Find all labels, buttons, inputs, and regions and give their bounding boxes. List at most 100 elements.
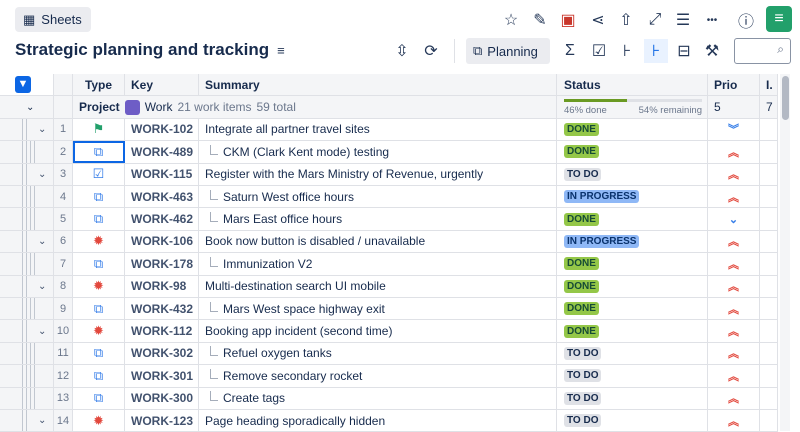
issue-summary[interactable]: Create tags [223, 391, 286, 406]
app-logo-icon[interactable]: ≡ [766, 6, 792, 32]
status-badge[interactable]: IN PROGRESS [564, 234, 640, 248]
settings-sliders-icon[interactable]: ☰ [675, 12, 691, 29]
status-badge[interactable]: DONE [564, 212, 599, 226]
expand-chevron-icon[interactable]: ⌄ [38, 325, 47, 337]
table-row[interactable]: ⌄ 1 ⚑ WORK-102 Integrate all partner tra… [0, 118, 778, 142]
status-badge[interactable]: TO DO [564, 167, 602, 181]
status-badge[interactable]: TO DO [564, 346, 602, 360]
priority-highest-icon[interactable]: ︽ [728, 169, 739, 182]
more-icon[interactable]: ••• [706, 14, 718, 26]
filter-icon[interactable]: ▼ [15, 76, 31, 93]
table-row[interactable]: ⌄ 10 ✹ WORK-112 Booking app incident (se… [0, 320, 778, 343]
title-menu-icon[interactable]: ≡ [277, 42, 285, 58]
status-badge[interactable]: IN PROGRESS [564, 190, 640, 204]
column-header-status[interactable]: Status [557, 74, 708, 96]
status-badge[interactable]: TO DO [564, 369, 602, 383]
issue-summary[interactable]: CKM (Clark Kent mode) testing [223, 144, 390, 159]
issue-key[interactable]: WORK-98 [125, 275, 199, 297]
help-icon[interactable]: ⓘ [737, 14, 754, 31]
status-badge[interactable]: DONE [564, 279, 599, 293]
planning-button[interactable]: ⧉ Planning [466, 38, 550, 64]
table-row[interactable]: ⌄ 8 ✹ WORK-98 Multi-destination search U… [0, 275, 778, 298]
table-row[interactable]: 13 ⧉ WORK-300 Create tags TO DO ︽ [0, 387, 778, 410]
table-row[interactable]: 2 ⧉ WORK-489 CKM (Clark Kent mode) testi… [0, 141, 778, 164]
issue-key[interactable]: WORK-102 [125, 118, 199, 141]
issue-key[interactable]: WORK-463 [125, 186, 199, 208]
expand-chevron-icon[interactable]: ⌄ [38, 168, 47, 180]
priority-lowest-icon[interactable]: ︾ [728, 124, 739, 137]
collapse-chevron-icon[interactable]: ⌄ [26, 101, 35, 113]
column-header-summary[interactable]: Summary [199, 74, 557, 96]
column-header-key[interactable]: Key [125, 74, 199, 96]
status-badge[interactable]: TO DO [564, 414, 602, 428]
table-row[interactable]: ⌄ 14 ✹ WORK-123 Page heading sporadicall… [0, 410, 778, 432]
checklist-icon[interactable]: ☑ [591, 43, 607, 60]
expand-chevron-icon[interactable]: ⌄ [38, 280, 47, 292]
priority-highest-icon[interactable]: ︽ [728, 370, 739, 383]
expand-chevron-icon[interactable]: ⌄ [38, 415, 47, 427]
priority-highest-icon[interactable]: ︽ [728, 258, 739, 271]
column-header-i[interactable]: I. [760, 74, 778, 96]
table-row[interactable]: 9 ⧉ WORK-432 Mars West space highway exi… [0, 298, 778, 321]
column-header-type[interactable]: Type [73, 74, 125, 96]
hierarchy-icon[interactable]: ⊦ [622, 43, 632, 60]
issue-summary[interactable]: Multi-destination search UI mobile [205, 279, 386, 294]
pencil-icon[interactable]: ✎ [533, 12, 547, 29]
priority-low-icon[interactable]: ⌄ [728, 213, 739, 226]
status-badge[interactable]: DONE [564, 324, 599, 338]
priority-highest-icon[interactable]: ︽ [728, 191, 739, 204]
status-badge[interactable]: DONE [564, 122, 599, 136]
table-row[interactable]: 12 ⧉ WORK-301 Remove secondary rocket TO… [0, 365, 778, 388]
table-row[interactable]: 11 ⧉ WORK-302 Refuel oxygen tanks TO DO … [0, 342, 778, 366]
table-row[interactable]: 7 ⧉ WORK-178 Immunization V2 DONE ︽ [0, 253, 778, 276]
issue-key[interactable]: WORK-489 [125, 141, 199, 163]
vertical-scrollbar[interactable] [780, 74, 790, 431]
issue-summary[interactable]: Register with the Mars Ministry of Reven… [205, 167, 484, 182]
priority-highest-icon[interactable]: ︽ [728, 326, 739, 339]
star-icon[interactable]: ☆ [503, 12, 519, 29]
priority-highest-icon[interactable]: ︽ [728, 415, 739, 428]
issue-key[interactable]: WORK-462 [125, 208, 199, 230]
refresh-icon[interactable]: ⟳ [424, 43, 438, 60]
sheets-button[interactable]: ▦ Sheets [15, 7, 91, 32]
issue-summary[interactable]: Immunization V2 [223, 256, 313, 271]
issue-key[interactable]: WORK-432 [125, 298, 199, 320]
issue-summary[interactable]: Integrate all partner travel sites [205, 122, 370, 137]
status-badge[interactable]: DONE [564, 145, 599, 159]
fullscreen-icon[interactable]: ⤢ [648, 11, 662, 28]
status-badge[interactable]: TO DO [564, 391, 602, 405]
lock-icon[interactable]: ▣ [560, 12, 576, 29]
issue-key[interactable]: WORK-302 [125, 342, 199, 365]
issue-key[interactable]: WORK-178 [125, 253, 199, 275]
issue-summary[interactable]: Refuel oxygen tanks [223, 346, 332, 361]
priority-highest-icon[interactable]: ︽ [728, 348, 739, 361]
expand-collapse-icon[interactable]: ⇳ [395, 43, 409, 60]
share-icon[interactable]: ⋖ [591, 12, 605, 29]
export-icon[interactable]: ⇧ [619, 12, 633, 29]
issue-summary[interactable]: Booking app incident (second time) [205, 324, 393, 339]
issue-summary[interactable]: Page heading sporadically hidden [205, 413, 386, 428]
search-input[interactable]: ⌕ [734, 38, 791, 64]
table-row[interactable]: 4 ⧉ WORK-463 Saturn West office hours IN… [0, 186, 778, 209]
priority-highest-icon[interactable]: ︽ [728, 303, 739, 316]
issue-summary[interactable]: Mars East office hours [223, 212, 343, 227]
priority-highest-icon[interactable]: ︽ [728, 281, 739, 294]
issue-summary[interactable]: Saturn West office hours [223, 189, 354, 204]
status-badge[interactable]: DONE [564, 257, 599, 271]
priority-highest-icon[interactable]: ︽ [728, 393, 739, 406]
issue-key[interactable]: WORK-115 [125, 163, 199, 185]
status-badge[interactable]: DONE [564, 302, 599, 316]
scrollbar-thumb[interactable] [782, 76, 789, 120]
issue-summary[interactable]: Mars West space highway exit [223, 301, 385, 316]
table-row[interactable]: ⌄ 6 ✹ WORK-106 Book now button is disabl… [0, 230, 778, 254]
paint-format-icon[interactable]: ⚒ [704, 43, 720, 60]
issue-summary[interactable]: Book now button is disabled / unavailabl… [205, 234, 426, 249]
column-header-prio[interactable]: Prio [708, 74, 760, 96]
issue-key[interactable]: WORK-106 [125, 230, 199, 253]
issue-summary[interactable]: Remove secondary rocket [223, 368, 363, 383]
table-row[interactable]: 5 ⧉ WORK-462 Mars East office hours DONE… [0, 208, 778, 231]
tree-filter-icon[interactable]: ⊦ [644, 39, 668, 63]
issue-key[interactable]: WORK-301 [125, 365, 199, 387]
table-row[interactable]: ⌄ 3 ☑ WORK-115 Register with the Mars Mi… [0, 163, 778, 186]
sum-icon[interactable]: Σ [565, 42, 575, 59]
